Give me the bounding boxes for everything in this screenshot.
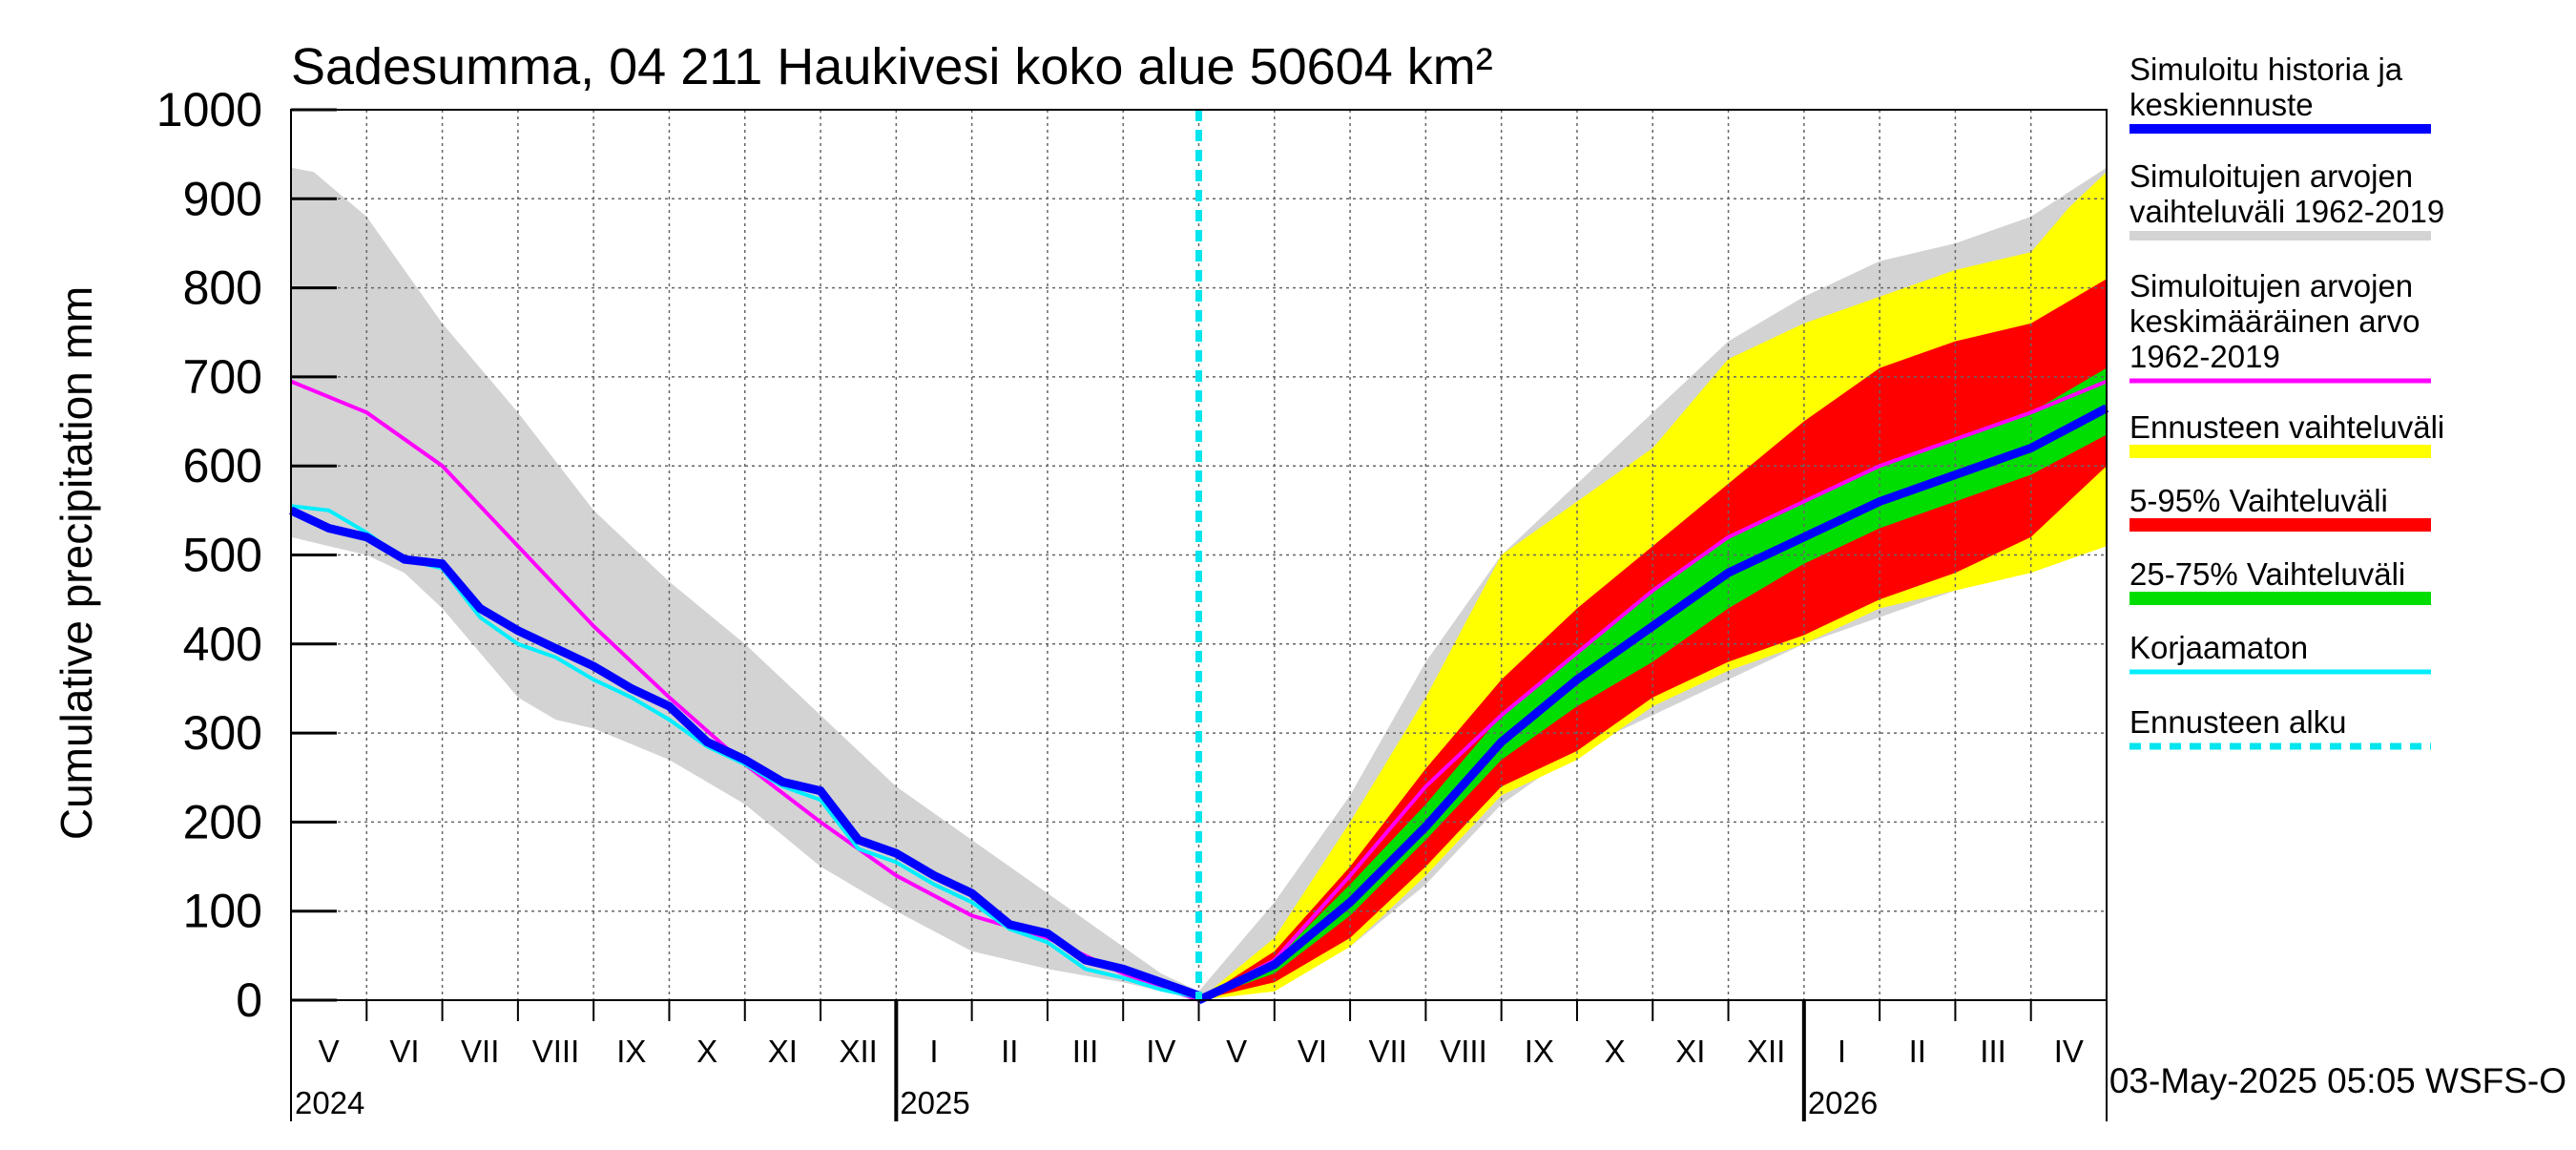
month-label: IV [1146,1034,1175,1069]
legend-entry: 25-75% Vaihteluväli [2129,556,2431,605]
month-label: II [1909,1034,1926,1069]
timestamp-footer: 03-May-2025 05:05 WSFS-O [2109,1061,2566,1100]
y-tick-label: 200 [183,795,262,848]
month-label: I [1838,1034,1846,1069]
y-tick-label: 300 [183,706,262,760]
legend-label: keskiennuste [2129,87,2314,122]
month-label: V [319,1034,340,1069]
legend-entry: Ennusteen vaihteluväli [2129,409,2444,458]
month-label: VII [461,1034,499,1069]
month-label: IX [1525,1034,1554,1069]
legend-entry: Korjaamaton [2129,630,2431,675]
month-label: XII [840,1034,878,1069]
plot-layer [289,110,2109,1005]
legend-label: Simuloitu historia ja [2129,52,2403,87]
legend-entry: 5-95% Vaihteluväli [2129,483,2431,532]
y-tick-label: 500 [183,529,262,582]
legend-label: keskimääräinen arvo [2129,303,2420,339]
y-tick-label: 900 [183,172,262,225]
legend-entry: Ennusteen alku [2129,704,2431,750]
legend-label: 5-95% Vaihteluväli [2129,483,2388,518]
month-label: IV [2054,1034,2084,1069]
legend-label: Simuloitujen arvojen [2129,268,2413,303]
month-label: III [1072,1034,1099,1069]
year-label: 2025 [900,1085,969,1120]
legend-label: 25-75% Vaihteluväli [2129,556,2405,592]
month-label: VI [1298,1034,1327,1069]
year-label: 2026 [1808,1085,1878,1120]
y-tick-label: 100 [183,885,262,938]
month-label: V [1226,1034,1247,1069]
month-label: VIII [532,1034,580,1069]
month-label: VIII [1440,1034,1487,1069]
month-label: XII [1747,1034,1785,1069]
y-tick-label: 400 [183,617,262,671]
y-tick-label: 0 [236,973,262,1027]
month-label: III [1980,1034,2006,1069]
legend-label: 1962-2019 [2129,339,2280,374]
month-label: XI [1675,1034,1705,1069]
legend-label: vaihteluväli 1962-2019 [2129,194,2444,229]
history-line [289,506,1200,1000]
y-tick-label: 700 [183,350,262,404]
month-label: IX [616,1034,646,1069]
y-tick-label: 1000 [156,83,262,136]
y-axis-label: Cumulative precipitation mm [52,286,101,840]
month-label: X [1605,1034,1626,1069]
month-label: II [1001,1034,1018,1069]
month-label: I [929,1034,938,1069]
month-label: XI [768,1034,798,1069]
month-label: VII [1369,1034,1407,1069]
month-label: VI [389,1034,419,1069]
y-tick-label: 600 [183,439,262,492]
legend-label: Ennusteen vaihteluväli [2129,409,2444,445]
y-tick-label: 800 [183,261,262,315]
legend-label: Ennusteen alku [2129,704,2347,740]
month-label: X [696,1034,717,1069]
year-label: 2024 [295,1085,364,1120]
chart-title: Sadesumma, 04 211 Haukivesi koko alue 50… [291,38,1493,95]
legend: Simuloitu historia jakeskiennusteSimuloi… [2129,52,2444,750]
forecast-median-line [1196,404,2109,1005]
legend-label: Korjaamaton [2129,630,2308,665]
legend-label: Simuloitujen arvojen [2129,158,2413,194]
